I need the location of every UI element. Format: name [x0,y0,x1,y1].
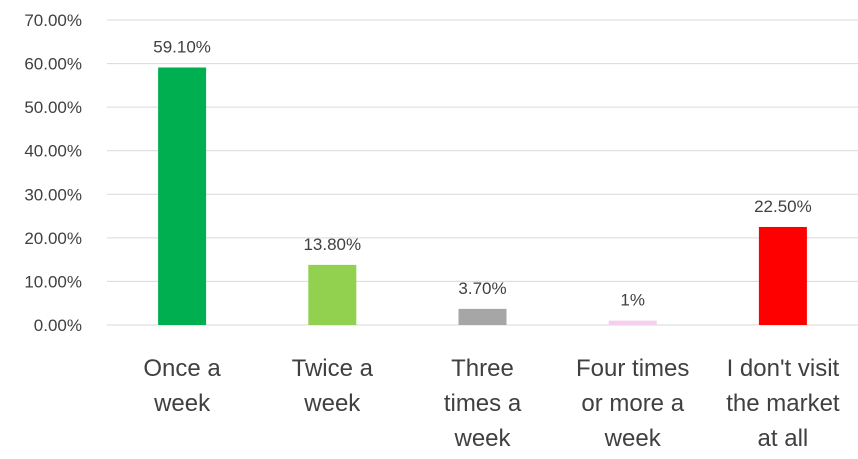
y-tick-label: 60.00% [24,55,82,74]
category-label: Four times or more a week [576,355,689,452]
data-label: 1% [620,291,645,310]
gridlines [107,19,858,326]
category-label: Twice a week [292,355,374,417]
bar [758,226,807,325]
data-label: 3.70% [458,279,506,298]
category-label-line: Three [451,355,514,382]
bars [158,67,807,325]
category-label-line: Four times [576,355,689,382]
y-tick-label: 50.00% [24,98,82,117]
y-tick-label: 10.00% [24,272,82,291]
y-tick-label: 70.00% [24,11,82,30]
category-label-line: week [153,390,211,417]
category-label-line: I don't visit [727,355,840,382]
category-label-line: at all [758,425,809,452]
bar [458,308,507,325]
y-tick-label: 20.00% [24,229,82,248]
category-label: Once a week [143,355,221,417]
category-label: I don't visit the market at all [726,355,840,452]
bar [308,264,357,325]
category-label: Three times a week [444,355,522,452]
bar [158,67,207,325]
category-label-line: Once a [143,355,221,382]
data-label: 13.80% [303,235,361,254]
y-tick-label: 40.00% [24,142,82,161]
category-label-line: times a [444,390,522,417]
y-axis-tick-labels: 0.00% 10.00% 20.00% 30.00% 40.00% 50.00% 60.00… [24,11,82,335]
data-labels: 59.10% 13.80% 3.70% 1% 22.50% [153,37,811,309]
data-label: 22.50% [754,197,812,216]
category-label-line: Twice a [292,355,374,382]
category-label-line: the market [726,390,840,417]
y-tick-label: 0.00% [34,316,82,335]
y-tick-label: 30.00% [24,185,82,204]
category-label-line: week [303,390,361,417]
category-label-line: week [604,425,662,452]
category-label-line: week [453,425,511,452]
category-label-line: or more a [581,390,684,417]
bar [608,320,657,325]
data-label: 59.10% [153,37,211,56]
